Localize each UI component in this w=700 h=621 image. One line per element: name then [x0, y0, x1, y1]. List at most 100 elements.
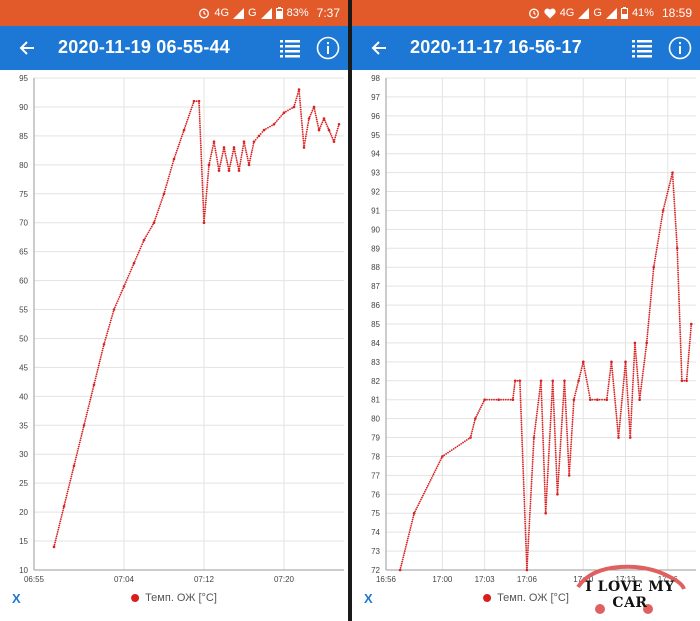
trace-dot	[566, 448, 569, 450]
trace-dot	[149, 227, 152, 230]
trace-dot	[542, 454, 545, 457]
trace-dot	[64, 501, 66, 503]
trace-dot	[544, 490, 546, 493]
trace-dot	[540, 382, 542, 384]
trace-dot	[641, 372, 644, 375]
trace-dot	[108, 323, 111, 326]
trace-dot	[519, 397, 522, 400]
legend-item: Темп. ОЖ [°C]	[483, 592, 569, 604]
trace-dot	[642, 368, 645, 371]
list-button[interactable]	[280, 38, 300, 58]
data-point	[567, 474, 571, 477]
trace-dot	[409, 529, 411, 531]
trace-dot	[565, 423, 568, 426]
trace-dot	[414, 510, 417, 513]
trace-dot	[630, 405, 633, 408]
trace-dot	[524, 529, 527, 532]
trace-dot	[672, 189, 675, 192]
info-button[interactable]	[668, 36, 692, 60]
trace-dot	[203, 212, 206, 215]
trace-dot	[408, 533, 410, 536]
trace-dot	[670, 178, 672, 180]
trace-dot	[524, 522, 527, 525]
data-point	[237, 169, 241, 172]
trace-dot	[625, 369, 627, 372]
trace-dot	[542, 435, 544, 437]
trace-dot	[615, 412, 618, 415]
trace-dot	[175, 151, 178, 154]
trace-dot	[538, 392, 541, 395]
trace-dot	[215, 156, 218, 159]
trace-dot	[554, 447, 557, 450]
trace-dot	[553, 427, 556, 430]
trace-dot	[69, 479, 72, 482]
y-tick-label: 25	[19, 479, 28, 488]
trace-dot	[522, 485, 525, 488]
trace-dot	[689, 338, 691, 341]
temperature-chart[interactable]: 10152025303540455055606570758085909506:5…	[0, 72, 348, 584]
data-point	[217, 169, 221, 172]
trace-dot	[673, 202, 676, 205]
trace-dot	[639, 394, 642, 397]
y-tick-label: 97	[371, 93, 380, 102]
trace-dot	[548, 441, 551, 444]
trace-dot	[552, 406, 555, 408]
trace-dot	[298, 97, 301, 100]
back-button[interactable]	[366, 35, 392, 61]
trace-dot	[678, 295, 680, 298]
trace-dot	[543, 470, 546, 473]
trace-dot	[519, 406, 522, 409]
close-button[interactable]: X	[12, 591, 21, 606]
y-tick-label: 74	[371, 528, 380, 537]
trace-dot	[535, 414, 538, 417]
trace-dot	[665, 196, 668, 199]
data-point	[257, 134, 261, 138]
trace-dot	[464, 440, 466, 443]
trace-dot	[567, 450, 569, 453]
trace-dot	[531, 469, 534, 472]
trace-dot	[310, 111, 313, 114]
trace-dot	[527, 538, 530, 540]
trace-dot	[200, 164, 203, 167]
trace-dot	[558, 454, 561, 456]
trace-dot	[301, 126, 304, 129]
trace-dot	[203, 217, 206, 220]
close-button[interactable]: X	[364, 591, 373, 606]
trace-dot	[231, 154, 234, 157]
trace-dot	[423, 490, 426, 493]
trace-dot	[688, 351, 690, 354]
trace-dot	[615, 417, 618, 419]
x-tick-label: 17:13	[616, 575, 637, 584]
trace-dot	[521, 434, 523, 437]
y-tick-label: 35	[19, 421, 28, 430]
data-point	[398, 568, 402, 572]
back-button[interactable]	[14, 35, 40, 61]
trace-dot	[251, 149, 254, 151]
list-button[interactable]	[632, 38, 652, 58]
trace-dot	[632, 375, 635, 377]
trace-dot	[621, 393, 624, 396]
trace-dot	[673, 196, 675, 199]
trace-dot	[308, 115, 311, 118]
temperature-chart[interactable]: 7273747576777879808182838485868788899091…	[352, 72, 700, 584]
trace-dot	[411, 520, 413, 523]
trace-dot	[201, 175, 203, 178]
trace-dot	[87, 405, 90, 408]
trace-dot	[400, 562, 403, 565]
trace-dot	[529, 498, 532, 501]
trace-dot	[570, 436, 573, 439]
trace-dot	[565, 426, 568, 428]
trace-dot	[569, 458, 572, 461]
trace-dot	[679, 335, 682, 338]
trace-dot	[235, 157, 238, 159]
trace-dot	[141, 243, 144, 246]
trace-dot	[564, 390, 566, 393]
info-button[interactable]	[316, 36, 340, 60]
trace-dot	[171, 164, 174, 167]
trace-dot	[164, 186, 167, 189]
trace-dot	[136, 253, 139, 256]
trace-dot	[648, 311, 651, 314]
trace-dot	[678, 304, 681, 307]
trace-dot	[314, 114, 317, 117]
trace-dot	[631, 399, 633, 402]
